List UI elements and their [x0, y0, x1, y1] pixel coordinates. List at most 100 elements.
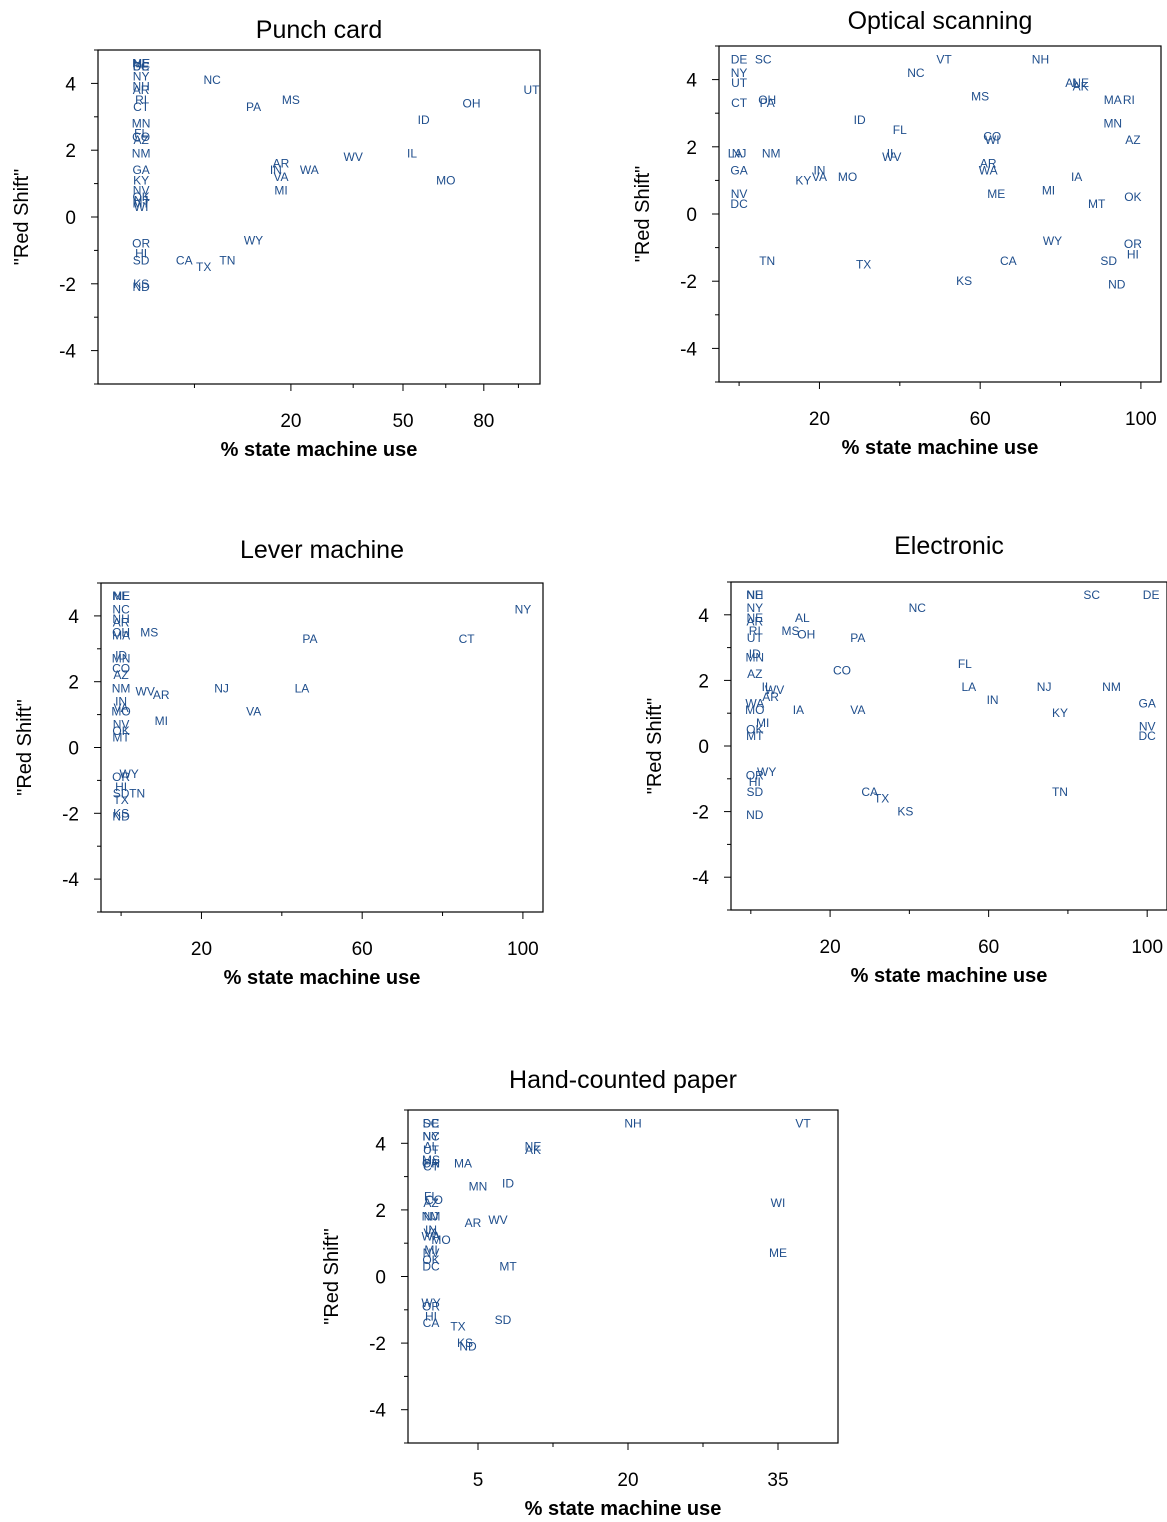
- state-point-label: HI: [135, 247, 147, 261]
- y-tick-label: 4: [375, 1134, 386, 1155]
- state-point-label: ID: [115, 648, 127, 662]
- state-point-label: DE: [1143, 588, 1160, 602]
- plot-frame: [100, 582, 544, 913]
- chart-title: Electronic: [894, 532, 1004, 560]
- state-point-label: MN: [112, 652, 131, 666]
- state-point-label: OK: [422, 1253, 439, 1267]
- state-point-label: NE: [746, 611, 763, 625]
- state-point-label: IN: [813, 163, 825, 177]
- state-point-label: UT: [731, 76, 748, 90]
- state-point-label: OR: [1124, 237, 1142, 251]
- state-point-label: NC: [907, 66, 925, 80]
- state-point-label: MT: [499, 1260, 517, 1274]
- state-point-label: TX: [113, 793, 128, 807]
- plot-frame: [407, 1109, 839, 1444]
- state-point-label: FL: [893, 123, 907, 137]
- y-tick-label: -4: [62, 870, 79, 891]
- state-point-label: DE: [423, 1116, 440, 1130]
- state-point-label: IN: [270, 163, 282, 177]
- state-point-label: WV: [765, 683, 784, 697]
- state-point-label: ME: [132, 56, 150, 70]
- state-point-label: MA: [112, 629, 130, 643]
- state-point-label: VA: [273, 170, 288, 184]
- state-point-label: VA: [423, 1226, 438, 1240]
- state-point-label: HI: [1127, 247, 1139, 261]
- x-tick-label: 100: [1125, 409, 1157, 430]
- x-axis-label: % state machine use: [851, 965, 1048, 987]
- state-point-label: NH: [112, 612, 129, 626]
- state-point-label: NJ: [424, 1210, 439, 1224]
- state-point-label: SC: [755, 52, 772, 66]
- state-point-label: WY: [119, 767, 138, 781]
- state-point-label: OR: [112, 770, 130, 784]
- y-tick-label: -4: [369, 1401, 386, 1422]
- state-point-label: DE: [133, 60, 150, 74]
- y-tick-label: 4: [698, 606, 709, 627]
- state-point-label: AR: [746, 614, 763, 628]
- state-point-label: WY: [244, 233, 263, 247]
- state-point-label: NE: [525, 1140, 542, 1154]
- state-point-label: VT: [795, 1116, 811, 1130]
- state-point-label: IN: [115, 694, 127, 708]
- state-point-label: PA: [246, 100, 261, 114]
- state-point-label: TX: [450, 1319, 465, 1333]
- y-axis-label: "Red Shift": [14, 699, 36, 795]
- state-point-label: PA: [760, 96, 775, 110]
- state-point-label: MO: [431, 1233, 450, 1247]
- state-point-label: MT: [746, 729, 764, 743]
- y-axis-label: "Red Shift": [644, 698, 666, 794]
- state-point-label: LA: [961, 680, 976, 694]
- chart-title: Hand-counted paper: [509, 1066, 737, 1094]
- y-tick-label: 4: [686, 71, 697, 92]
- y-tick-label: 2: [698, 671, 709, 692]
- state-point-label: OK: [746, 723, 763, 737]
- state-point-label: IA: [793, 703, 804, 717]
- state-point-label: IN: [987, 693, 999, 707]
- state-point-label: IL: [762, 680, 772, 694]
- state-point-label: AR: [762, 690, 779, 704]
- y-tick-label: -2: [692, 803, 709, 824]
- state-point-label: NH: [132, 80, 149, 94]
- state-point-label: WA: [300, 163, 319, 177]
- state-point-label: OH: [797, 627, 815, 641]
- state-point-label: MI: [155, 714, 168, 728]
- state-point-label: MS: [282, 93, 300, 107]
- state-point-label: NH: [1032, 52, 1049, 66]
- state-point-label: ID: [854, 113, 866, 127]
- state-point-label: MN: [132, 116, 151, 130]
- state-point-label: TX: [856, 257, 871, 271]
- y-tick-label: 0: [68, 739, 79, 760]
- state-point-label: NM: [762, 147, 781, 161]
- state-point-label: KS: [897, 805, 913, 819]
- state-point-label: AK: [1073, 79, 1089, 93]
- state-point-label: SD: [113, 787, 130, 801]
- y-tick-label: 4: [68, 607, 79, 628]
- x-tick-label: 60: [970, 409, 991, 430]
- state-point-label: CT: [133, 100, 150, 114]
- state-point-label: WI: [985, 133, 1000, 147]
- state-point-label: HI: [425, 1309, 437, 1323]
- state-point-label: MT: [1088, 197, 1106, 211]
- plot-frame: [718, 45, 1162, 383]
- state-point-label: OH: [422, 1156, 440, 1170]
- y-axis-label: "Red Shift": [632, 166, 654, 262]
- state-point-label: NE: [746, 588, 763, 602]
- state-point-label: TX: [196, 260, 211, 274]
- state-point-label: RI: [135, 93, 147, 107]
- state-point-label: ND: [112, 810, 130, 824]
- state-point-label: MO: [745, 703, 764, 717]
- state-point-label: UT: [523, 83, 540, 97]
- state-point-label: KS: [133, 277, 149, 291]
- x-tick-label: 100: [507, 939, 539, 960]
- x-axis-label: % state machine use: [842, 437, 1039, 459]
- state-point-label: PA: [423, 1156, 438, 1170]
- state-point-label: WV: [344, 150, 363, 164]
- state-point-label: MO: [111, 704, 130, 718]
- state-point-label: CO: [425, 1193, 443, 1207]
- x-tick-label: 60: [978, 937, 999, 958]
- state-point-label: MO: [838, 170, 857, 184]
- y-tick-label: 0: [698, 737, 709, 758]
- state-point-label: CA: [861, 785, 878, 799]
- state-point-label: HI: [749, 775, 761, 789]
